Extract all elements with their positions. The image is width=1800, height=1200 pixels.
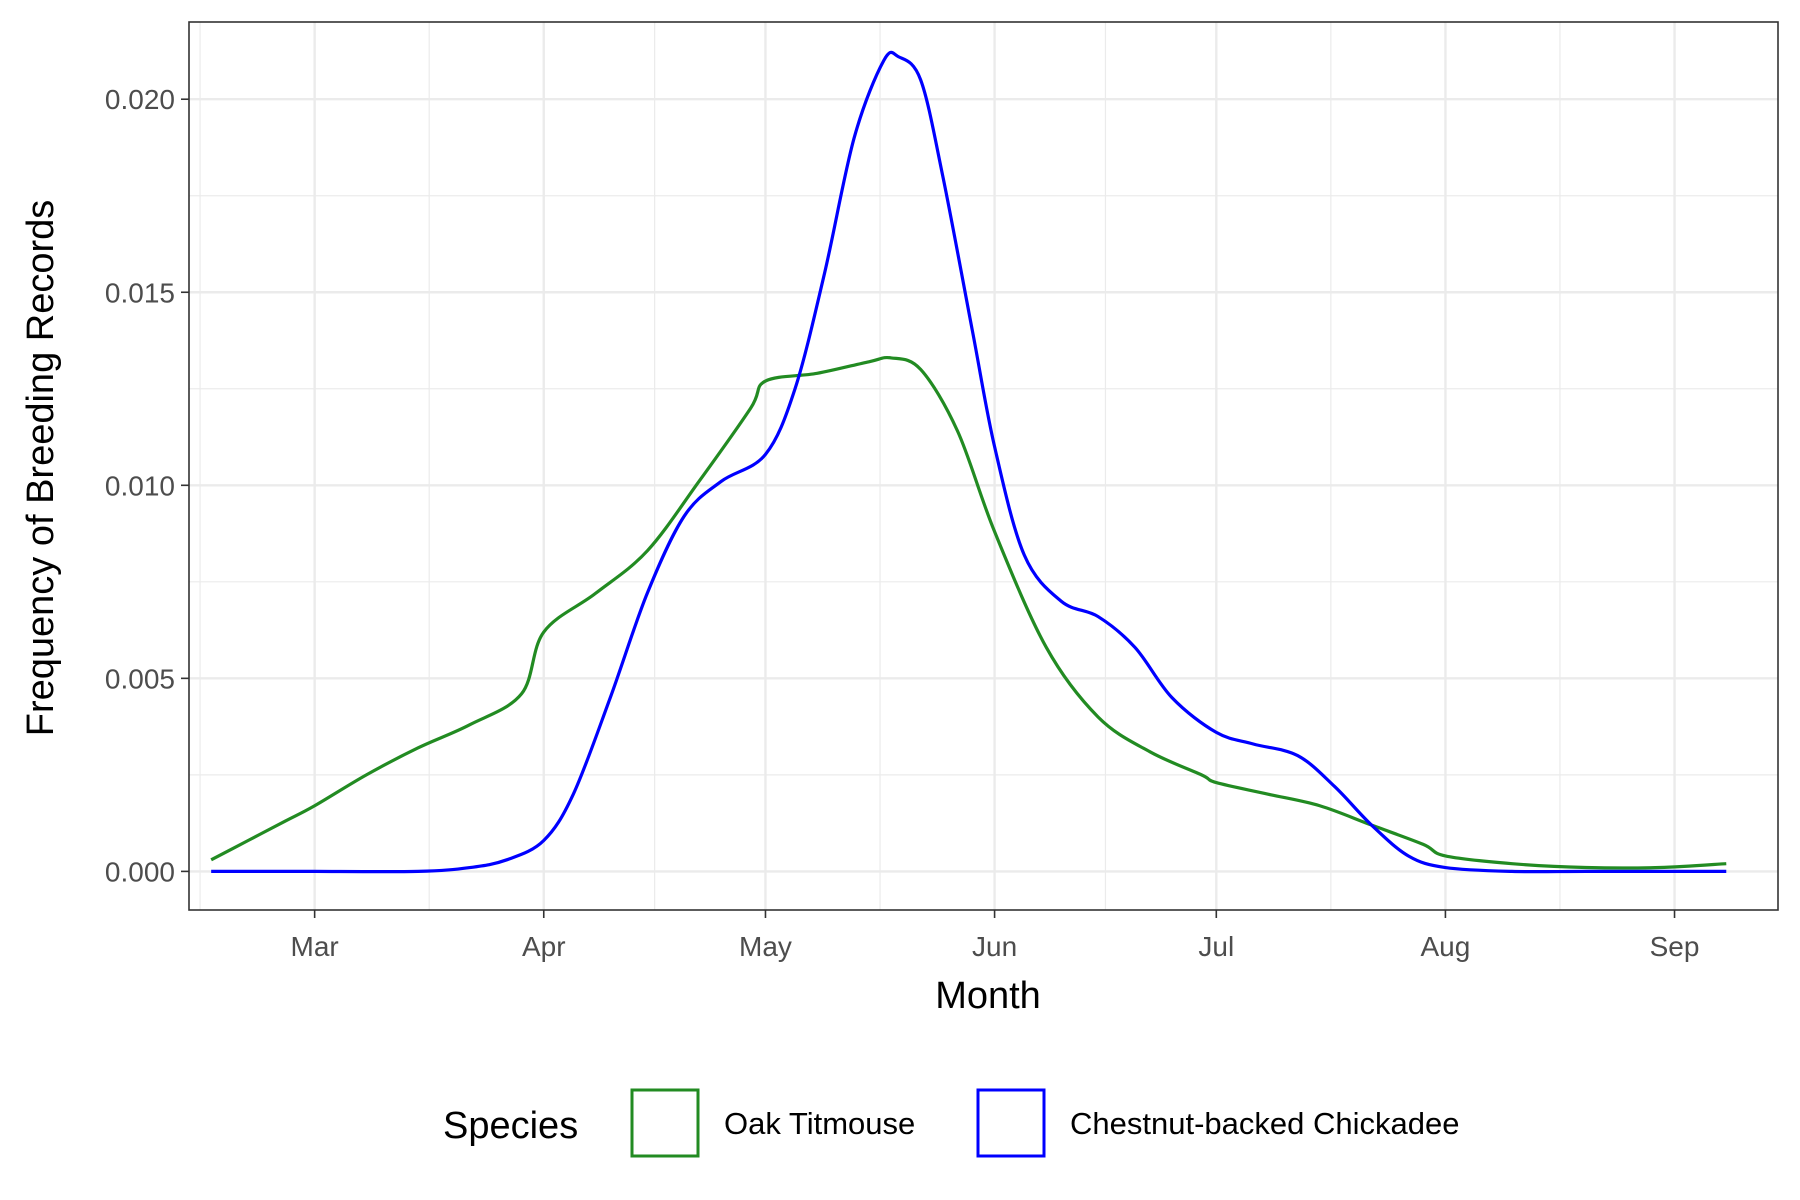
- y-axis-title: Frequency of Breeding Records: [20, 200, 62, 737]
- legend-title: Species: [443, 1105, 578, 1147]
- x-tick-label: Apr: [522, 931, 566, 962]
- x-axis: Mar Apr May Jun Jul Aug Sep: [291, 910, 1700, 962]
- x-axis-title: Month: [935, 975, 1041, 1017]
- grid-major: [189, 22, 1778, 910]
- x-tick-label: Jun: [972, 931, 1017, 962]
- panel-border: [188, 21, 1779, 911]
- y-tick-label: 0.005: [105, 663, 175, 694]
- series-line-chestnut-backed-chickadee: [211, 50, 1727, 874]
- series-lines: [210, 50, 1727, 874]
- x-tick-label: May: [739, 931, 792, 962]
- x-tick-label: Mar: [291, 931, 339, 962]
- legend-key-oak-titmouse: [630, 1088, 700, 1158]
- x-tick-label: Aug: [1421, 931, 1471, 962]
- legend-label-chestnut-backed-chickadee: Chestnut-backed Chickadee: [1070, 1106, 1459, 1141]
- series-line-oak-titmouse: [210, 355, 1727, 870]
- y-tick-label: 0.010: [105, 470, 175, 501]
- x-tick-label: Sep: [1650, 931, 1700, 962]
- legend-label-oak-titmouse: Oak Titmouse: [724, 1106, 915, 1141]
- x-tick-label: Jul: [1198, 931, 1234, 962]
- y-tick-label: 0.015: [105, 277, 175, 308]
- legend-key-chestnut-backed-chickadee: [976, 1088, 1046, 1158]
- y-tick-label: 0.000: [105, 856, 175, 887]
- y-tick-label: 0.020: [105, 84, 175, 115]
- legend: Species Oak Titmouse Chestnut-backed Chi…: [443, 1088, 1459, 1158]
- y-axis: 0.000 0.005 0.010 0.015 0.020: [105, 84, 189, 887]
